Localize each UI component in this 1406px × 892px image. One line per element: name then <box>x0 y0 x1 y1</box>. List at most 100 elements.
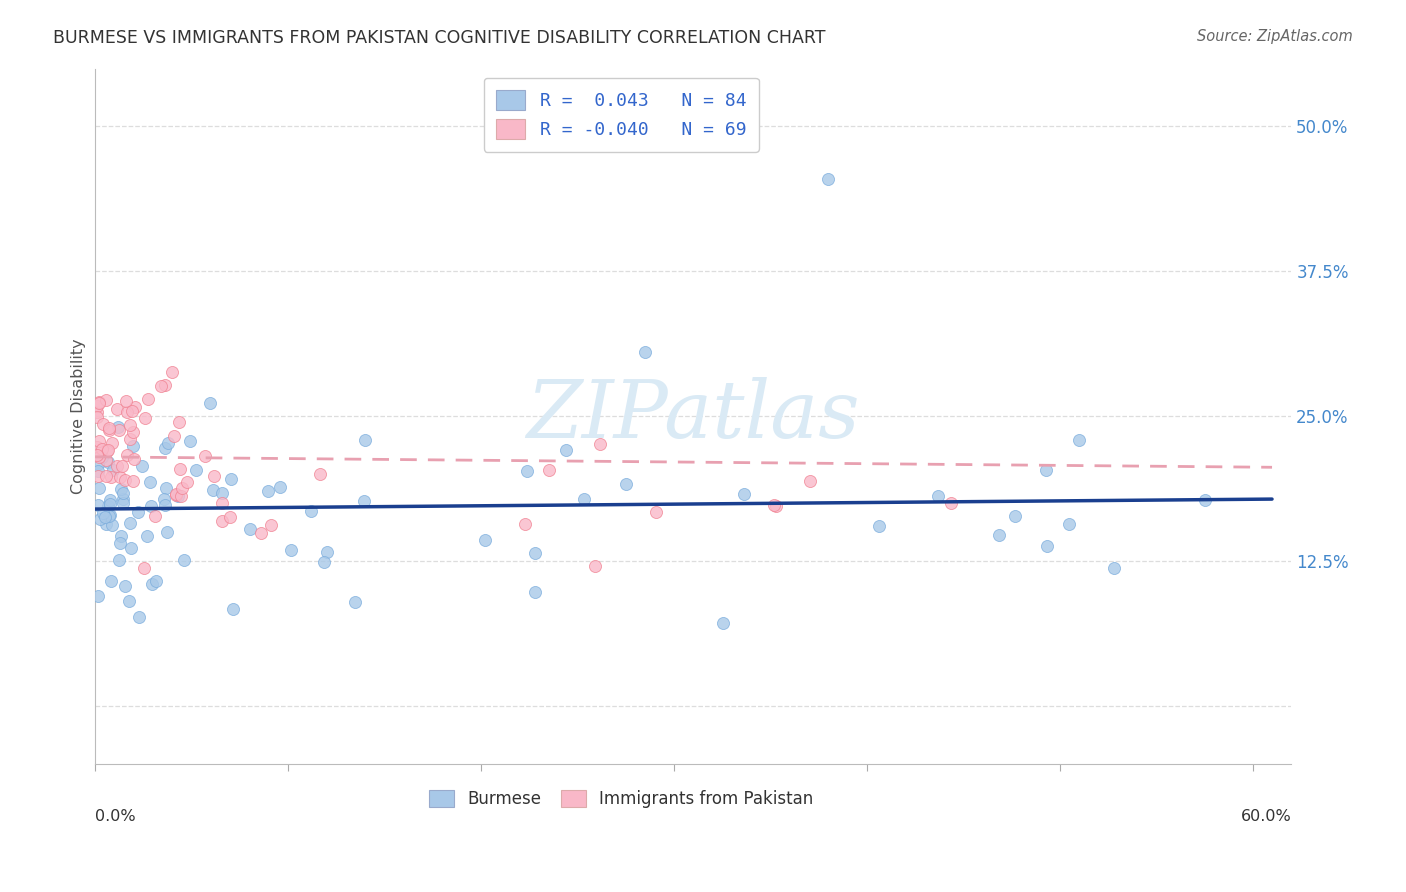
Point <box>1057 516 1080 531</box>
Point <box>87 589 110 603</box>
Point <box>108 469 131 483</box>
Point <box>96 443 118 458</box>
Point <box>153 498 176 512</box>
Point <box>799 474 821 488</box>
Point <box>87 464 110 478</box>
Point <box>299 504 322 518</box>
Point <box>343 595 366 609</box>
Point <box>97 455 120 469</box>
Point <box>316 544 339 558</box>
Point <box>173 553 195 567</box>
Point <box>259 517 281 532</box>
Point <box>153 441 176 455</box>
Point <box>136 528 159 542</box>
Point <box>733 487 755 501</box>
Point <box>87 396 110 410</box>
Point <box>115 448 138 462</box>
Point <box>179 434 201 448</box>
Point <box>1004 509 1026 524</box>
Point <box>474 533 496 548</box>
Point <box>538 462 561 476</box>
Point <box>100 435 122 450</box>
Point <box>167 489 190 503</box>
Point <box>100 517 122 532</box>
Point <box>98 509 121 524</box>
Point <box>117 594 139 608</box>
Point <box>1067 434 1090 448</box>
Y-axis label: Cognitive Disability: Cognitive Disability <box>72 338 86 494</box>
Point <box>765 500 787 514</box>
Point <box>114 393 136 408</box>
Point <box>93 417 115 432</box>
Point <box>170 489 193 503</box>
Point <box>194 449 217 463</box>
Point <box>96 442 118 457</box>
Point <box>118 516 141 531</box>
Point <box>87 457 110 471</box>
Point <box>122 452 145 467</box>
Point <box>257 483 280 498</box>
Point <box>211 515 233 529</box>
Point <box>127 505 149 519</box>
Point <box>589 437 612 451</box>
Point <box>239 522 262 536</box>
Point <box>927 489 949 503</box>
Point <box>89 395 111 409</box>
Point <box>211 485 233 500</box>
Point <box>939 496 962 510</box>
Point <box>1035 463 1057 477</box>
Point <box>89 482 111 496</box>
Point <box>145 574 167 588</box>
Point <box>86 405 108 419</box>
Point <box>122 475 145 489</box>
Point <box>1036 539 1059 553</box>
Point <box>89 512 111 526</box>
Point <box>91 506 114 520</box>
Point <box>86 410 108 425</box>
Point <box>167 416 190 430</box>
Point <box>97 423 120 437</box>
Point <box>107 458 129 473</box>
Point <box>149 378 172 392</box>
Legend: Burmese, Immigrants from Pakistan: Burmese, Immigrants from Pakistan <box>420 782 823 817</box>
Point <box>107 402 129 417</box>
Point <box>165 488 187 502</box>
Point <box>120 433 142 447</box>
Text: 60.0%: 60.0% <box>1240 809 1291 824</box>
Point <box>211 496 233 510</box>
Point <box>353 493 375 508</box>
Point <box>100 574 122 588</box>
Point <box>269 480 291 494</box>
Point <box>155 482 177 496</box>
Point <box>354 433 377 447</box>
Point <box>583 558 606 573</box>
Point <box>128 610 150 624</box>
Point <box>108 553 131 567</box>
Point <box>644 505 666 519</box>
Point <box>868 519 890 533</box>
Point <box>86 440 108 454</box>
Point <box>156 436 179 450</box>
Point <box>523 546 546 560</box>
Point <box>108 536 131 550</box>
Point <box>93 510 115 524</box>
Point <box>988 528 1011 542</box>
Point <box>172 482 194 496</box>
Point <box>515 516 537 531</box>
Point <box>1194 493 1216 508</box>
Point <box>634 345 657 359</box>
Point <box>221 602 243 616</box>
Point <box>94 392 117 407</box>
Point <box>101 463 124 477</box>
Point <box>97 499 120 513</box>
Point <box>153 492 176 507</box>
Point <box>112 485 135 500</box>
Point <box>186 463 208 477</box>
Point <box>1102 561 1125 575</box>
Point <box>108 423 131 437</box>
Point <box>94 469 117 483</box>
Point <box>169 462 191 476</box>
Point <box>114 473 136 487</box>
Point <box>554 443 576 458</box>
Point <box>87 468 110 483</box>
